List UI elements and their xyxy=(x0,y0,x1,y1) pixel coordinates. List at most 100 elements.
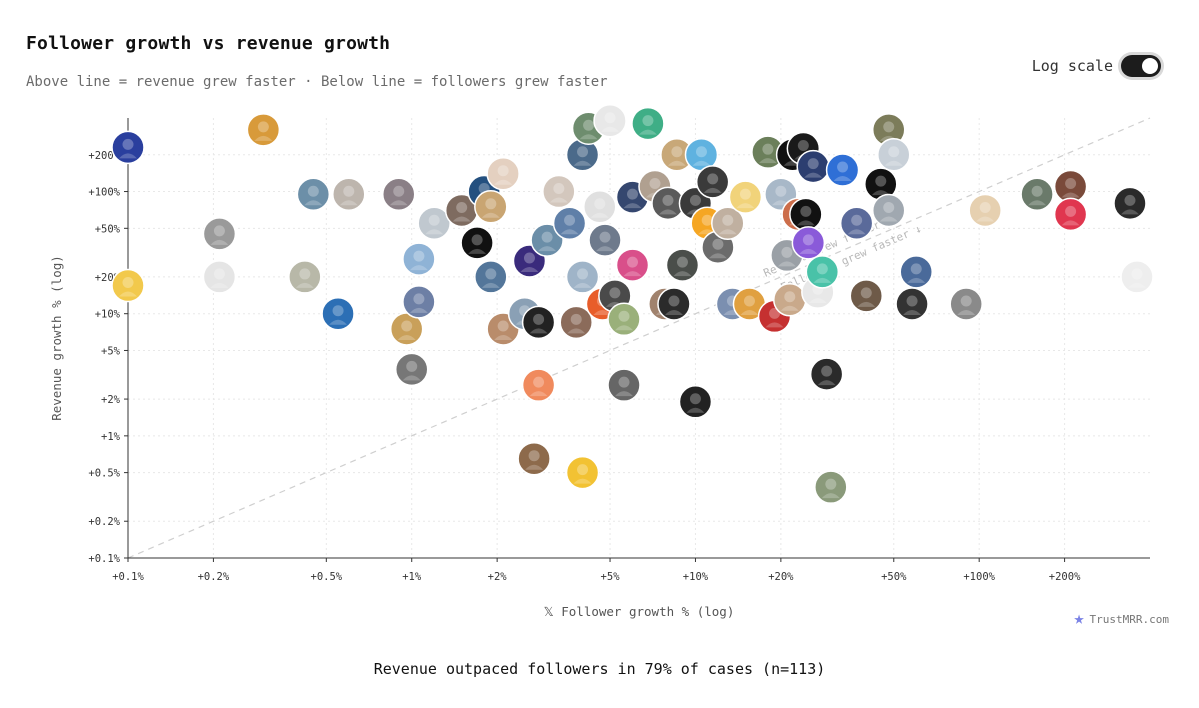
avatar-head xyxy=(851,214,863,226)
avatar-shoulders xyxy=(590,212,609,218)
avatar-shoulders xyxy=(254,135,273,141)
avatar-shoulders xyxy=(579,134,598,140)
avatar-head xyxy=(627,256,639,268)
avatar-point xyxy=(607,302,641,337)
y-tick-label: +50% xyxy=(95,223,121,235)
avatar-head xyxy=(888,146,900,158)
avatar-head xyxy=(800,205,812,217)
x-tick-label: +20% xyxy=(768,571,794,583)
avatar-head xyxy=(1065,177,1077,189)
avatar-shoulders xyxy=(468,248,487,254)
avatar-head xyxy=(642,115,654,127)
avatar-head xyxy=(671,146,683,158)
avatar-shoulders xyxy=(664,310,683,316)
avatar-head xyxy=(528,450,540,462)
reference-line xyxy=(127,117,1151,559)
avatar-head xyxy=(570,313,582,325)
log-scale-toggle[interactable] xyxy=(1121,55,1161,77)
y-tick-label: +0.2% xyxy=(88,516,120,528)
avatar-head xyxy=(618,376,630,388)
avatar-point xyxy=(565,455,600,490)
avatar-shoulders xyxy=(615,325,634,331)
avatar-head xyxy=(541,231,553,243)
avatar-point xyxy=(631,106,665,141)
avatar-shoulders xyxy=(673,271,692,277)
avatar-shoulders xyxy=(821,493,840,499)
avatar-head xyxy=(485,268,497,280)
avatar-shoulders xyxy=(409,265,428,271)
avatar-shoulders xyxy=(601,126,620,132)
x-tick-label: +0.5% xyxy=(311,571,343,583)
chart-subtitle: Above line = revenue grew faster · Below… xyxy=(26,74,608,90)
avatar-point xyxy=(394,352,429,387)
avatar-shoulders xyxy=(1128,282,1147,288)
avatar-shoulders xyxy=(813,277,832,283)
avatar-shoulders xyxy=(903,310,922,316)
avatar-shoulders xyxy=(638,129,657,135)
avatar-shoulders xyxy=(494,179,513,185)
avatar-shoulders xyxy=(119,153,137,159)
avatar-shoulders xyxy=(623,271,642,277)
avatar-shoulders xyxy=(623,203,642,209)
x-tick-label: +50% xyxy=(881,571,907,583)
avatar-shoulders xyxy=(765,322,784,328)
avatar-head xyxy=(707,173,719,185)
avatar-point xyxy=(849,279,884,313)
avatar-shoulders xyxy=(1061,220,1080,226)
avatar-head xyxy=(609,287,621,299)
avatar-point xyxy=(657,287,691,321)
avatar-point xyxy=(321,296,355,331)
avatar-head xyxy=(797,140,809,152)
avatar-point xyxy=(559,305,593,340)
avatar-shoulders xyxy=(210,239,229,245)
avatar-head xyxy=(1065,205,1077,217)
avatar-shoulders xyxy=(758,158,777,164)
avatar-point xyxy=(202,260,237,294)
avatar-point xyxy=(1113,186,1147,221)
avatar-point xyxy=(593,103,627,138)
avatar-shoulders xyxy=(529,328,548,334)
avatar-point xyxy=(588,223,622,257)
avatar-head xyxy=(668,295,680,307)
avatar-point xyxy=(968,193,1002,228)
brand[interactable]: ★ TrustMRR.com xyxy=(1074,610,1169,628)
avatar-head xyxy=(816,263,828,275)
avatar-head xyxy=(906,295,918,307)
avatar-head xyxy=(577,146,589,158)
toggle-knob xyxy=(1142,58,1158,74)
avatar-shoulders xyxy=(339,200,358,206)
avatar-head xyxy=(299,268,311,280)
avatar-point xyxy=(678,385,713,419)
avatar-shoulders xyxy=(1028,200,1047,206)
y-axis-label: Revenue growth % (log) xyxy=(49,255,64,421)
avatar-point xyxy=(542,174,576,209)
x-tick-label: +0.2% xyxy=(198,571,230,583)
avatar-head xyxy=(456,201,468,213)
avatar-shoulders xyxy=(525,464,544,470)
avatar-head xyxy=(257,121,269,133)
avatar-shoulders xyxy=(409,307,428,313)
avatar-shoulders xyxy=(957,310,976,316)
avatar-point xyxy=(246,113,281,147)
avatar-head xyxy=(775,185,787,197)
avatar-shoulders xyxy=(481,212,500,218)
avatar-point xyxy=(111,268,145,303)
avatar-shoulders xyxy=(560,229,579,235)
avatar-point xyxy=(949,287,983,321)
x-tick-label: +1% xyxy=(402,571,422,583)
avatar-shoulders xyxy=(804,172,823,178)
avatar-head xyxy=(213,268,225,280)
avatar-head xyxy=(533,313,545,325)
avatar-shoulders xyxy=(494,334,513,340)
chart-title: Follower growth vs revenue growth xyxy=(26,33,391,54)
log-scale-control[interactable]: Log scale xyxy=(1032,55,1161,77)
avatar-shoulders xyxy=(718,229,737,235)
avatar-point xyxy=(565,260,600,294)
avatar-head xyxy=(960,295,972,307)
avatar-point xyxy=(486,156,520,191)
avatar-shoulders xyxy=(520,267,539,273)
avatar-shoulders xyxy=(529,391,548,397)
avatar-shoulders xyxy=(329,319,348,325)
avatar-head xyxy=(689,393,701,405)
avatar-head xyxy=(689,194,701,206)
